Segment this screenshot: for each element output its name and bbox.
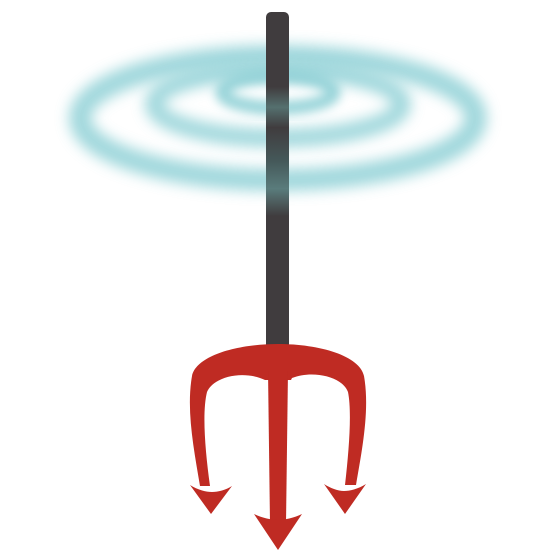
trident-pole (266, 12, 289, 352)
trident-left-arrowhead (190, 485, 232, 514)
trident-center-shaft (268, 370, 288, 524)
trident-head (189, 344, 367, 550)
trident-right-arrowhead (324, 484, 366, 514)
trident-center-arrowhead (254, 514, 302, 550)
